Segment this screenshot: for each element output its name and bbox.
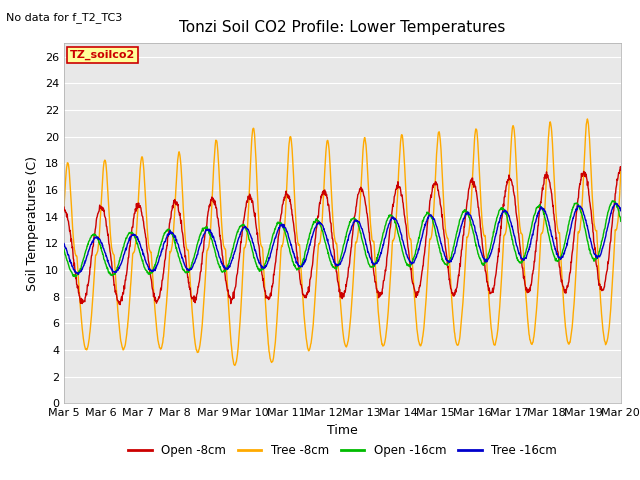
Text: No data for f_T2_TC3: No data for f_T2_TC3 bbox=[6, 12, 123, 23]
Title: Tonzi Soil CO2 Profile: Lower Temperatures: Tonzi Soil CO2 Profile: Lower Temperatur… bbox=[179, 20, 506, 35]
X-axis label: Time: Time bbox=[327, 424, 358, 437]
Legend: Open -8cm, Tree -8cm, Open -16cm, Tree -16cm: Open -8cm, Tree -8cm, Open -16cm, Tree -… bbox=[124, 440, 561, 462]
Text: TZ_soilco2: TZ_soilco2 bbox=[70, 49, 135, 60]
Y-axis label: Soil Temperatures (C): Soil Temperatures (C) bbox=[26, 156, 39, 291]
